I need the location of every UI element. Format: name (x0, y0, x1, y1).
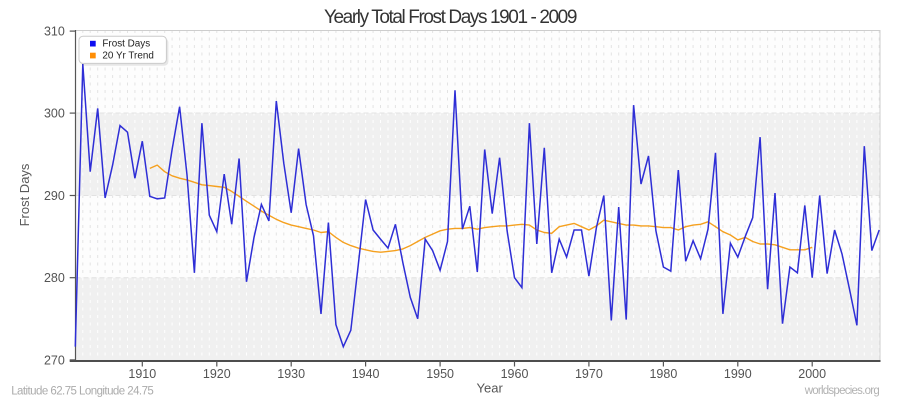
svg-text:300: 300 (44, 107, 65, 121)
svg-text:worldspecies.org: worldspecies.org (804, 385, 880, 397)
svg-text:Frost Days: Frost Days (17, 163, 32, 226)
svg-text:1950: 1950 (426, 367, 454, 381)
svg-text:1940: 1940 (352, 367, 380, 381)
svg-text:Frost Days: Frost Days (102, 38, 150, 49)
svg-text:1980: 1980 (649, 367, 677, 381)
svg-text:310: 310 (44, 25, 65, 39)
svg-text:Yearly Total Frost Days 1901 -: Yearly Total Frost Days 1901 - 2009 (324, 7, 577, 28)
svg-text:280: 280 (44, 271, 65, 285)
svg-text:Year: Year (477, 381, 504, 396)
svg-text:270: 270 (44, 353, 65, 367)
svg-text:1920: 1920 (203, 367, 231, 381)
svg-text:2000: 2000 (798, 367, 826, 381)
svg-text:1930: 1930 (277, 367, 305, 381)
svg-text:1910: 1910 (128, 367, 156, 381)
svg-text:20 Yr Trend: 20 Yr Trend (102, 50, 153, 61)
svg-text:1990: 1990 (724, 367, 752, 381)
svg-text:1960: 1960 (501, 367, 529, 381)
svg-text:Latitude 62.75 Longitude 24.75: Latitude 62.75 Longitude 24.75 (11, 385, 153, 397)
svg-text:290: 290 (44, 189, 65, 203)
svg-text:1970: 1970 (575, 367, 603, 381)
